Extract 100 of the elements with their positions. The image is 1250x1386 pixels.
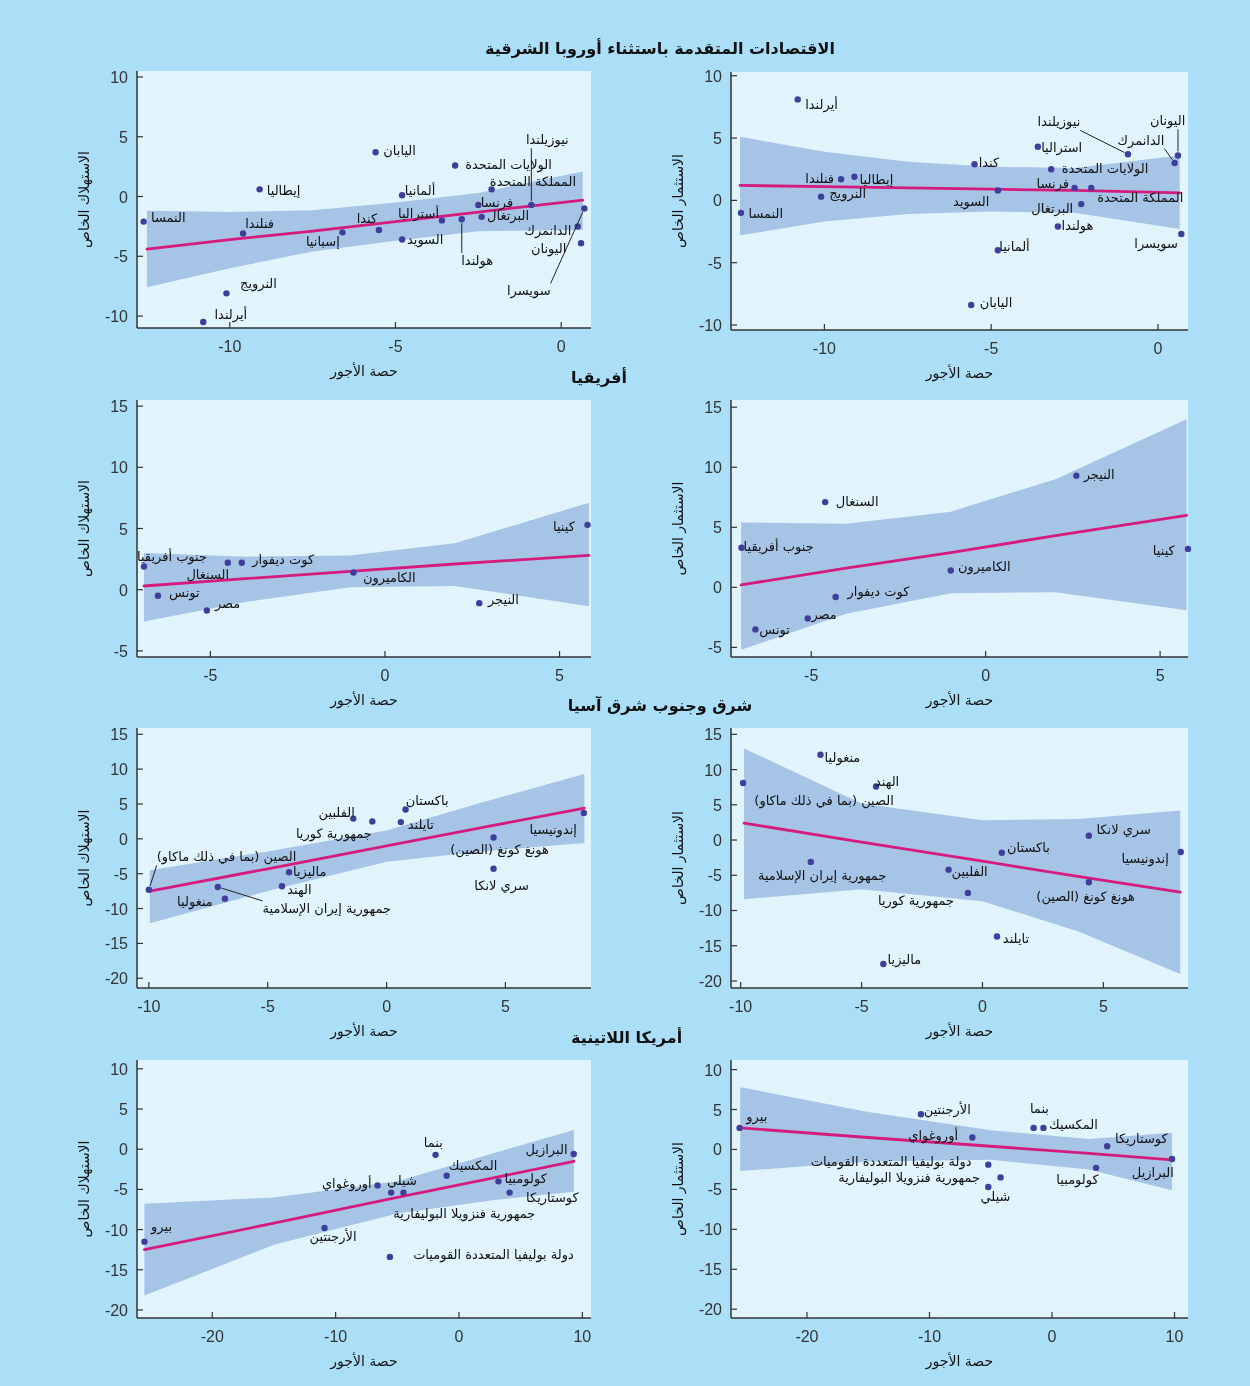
y-axis-title: الاستهلاك الخاص — [76, 150, 93, 249]
point — [945, 866, 952, 873]
y-tick-label: -5 — [707, 867, 723, 885]
point — [1085, 832, 1093, 840]
y-tick-label: 10 — [110, 1060, 129, 1078]
annotation: جمهورية إيران الإسلامية — [262, 900, 392, 917]
point — [285, 869, 293, 876]
y-tick-label: -20 — [104, 1301, 129, 1319]
point — [443, 1172, 450, 1179]
y-tick-label: -10 — [104, 1221, 129, 1239]
annotation: المكسيك — [1049, 1116, 1098, 1132]
annotation: هولندا — [461, 252, 494, 269]
point — [372, 149, 379, 156]
annotation: هونغ كونغ (الصين) — [1036, 888, 1136, 905]
annotation: جنوب أفريقيا — [743, 538, 814, 556]
point — [145, 886, 153, 893]
point — [400, 1189, 407, 1196]
y-tick-label: -5 — [113, 865, 129, 883]
x-tick-label: 5 — [555, 667, 565, 684]
annotation: فرنسا — [1036, 176, 1070, 193]
y-tick-label: 0 — [713, 579, 723, 597]
annotation: النرويج — [239, 276, 277, 293]
annotation: كندا — [356, 210, 378, 226]
point — [997, 1174, 1004, 1181]
annotation: جمهورية كوريا — [295, 826, 372, 842]
point — [506, 1189, 513, 1196]
y-tick-label: 5 — [119, 520, 129, 538]
point — [374, 1182, 381, 1189]
y-axis-title: الاستهلاك الخاص — [76, 1140, 93, 1238]
annotation: كوت ديفوار — [251, 552, 315, 569]
point — [817, 751, 824, 758]
annotation: أوروغواي — [908, 1126, 959, 1144]
point — [438, 217, 446, 224]
text: شرق وجنوب شرق آسيا — [567, 695, 753, 715]
x-tick-label: -10 — [324, 1328, 348, 1345]
x-tick-label: -5 — [984, 340, 999, 357]
annotation: النمسا — [748, 205, 784, 221]
x-axis-title: حصة الأجور — [329, 1022, 398, 1040]
y-tick-label: 0 — [119, 1141, 129, 1159]
annotation: تايلند — [1002, 930, 1030, 946]
point — [1054, 223, 1062, 230]
annotation: إندونيسيا — [529, 821, 577, 838]
y-tick-label: -15 — [698, 1261, 723, 1279]
y-tick-label: -5 — [707, 639, 723, 657]
annotation: الهند — [874, 774, 900, 791]
annotation: ماليزيا — [292, 864, 327, 881]
y-tick-label: -5 — [707, 254, 723, 272]
annotation: كولومبيا — [1056, 1171, 1100, 1188]
y-tick-label: 15 — [110, 398, 129, 416]
annotation: الأرجنتين — [923, 1101, 971, 1119]
x-tick-label: 0 — [380, 667, 390, 684]
y-tick-label: -20 — [104, 970, 129, 988]
x-axis-title: حصة الأجور — [924, 1022, 994, 1040]
y-tick-label: 0 — [119, 581, 129, 599]
point — [478, 213, 485, 221]
point — [495, 1178, 502, 1185]
point — [1177, 848, 1184, 856]
point — [1048, 166, 1055, 173]
y-tick-label: 0 — [119, 188, 129, 206]
annotation: دولة بوليفيا المتعددة القوميات — [810, 1154, 972, 1171]
y-tick-label: -10 — [104, 308, 129, 326]
annotation: النرويج — [829, 186, 867, 203]
y-tick-label: 15 — [704, 399, 723, 417]
x-axis-title: حصة الأجور — [329, 691, 398, 709]
x-tick-label: -10 — [729, 998, 753, 1015]
annotation: المكسيك — [448, 1157, 498, 1173]
point — [1034, 143, 1042, 150]
point — [278, 883, 286, 890]
x-tick-label: -10 — [917, 1328, 942, 1345]
annotation: الأرجنتين — [309, 1227, 357, 1245]
point — [577, 239, 585, 247]
y-axis-title: الاستثمار الخاص — [670, 153, 687, 249]
point — [451, 162, 459, 169]
point — [397, 818, 405, 826]
annotation: اليابان — [979, 294, 1013, 310]
point — [490, 834, 497, 841]
annotation: الولايات المتحدة — [1061, 161, 1149, 178]
y-tick-label: -5 — [113, 642, 129, 660]
point — [350, 569, 357, 576]
annotation: استراليا — [1041, 139, 1083, 156]
point — [1092, 1164, 1100, 1172]
annotation: السنغال — [186, 566, 230, 582]
annotation: تونس — [169, 584, 200, 601]
y-tick-label: -5 — [113, 248, 129, 266]
y-tick-label: 0 — [713, 832, 723, 850]
annotation: البرازيل — [1131, 1164, 1174, 1181]
annotation: سويسرا — [1134, 236, 1178, 253]
point — [221, 895, 229, 902]
annotation: اليونان — [530, 241, 567, 258]
annotation: جمهورية فنزويلا البوليفارية — [393, 1206, 536, 1223]
annotation: تونس — [759, 621, 791, 638]
y-tick-label: 10 — [110, 459, 129, 477]
point — [203, 607, 211, 614]
point — [752, 626, 759, 633]
annotation: كينيا — [1152, 543, 1176, 559]
x-tick-label: 0 — [978, 998, 988, 1015]
x-tick-label: -5 — [388, 338, 403, 355]
annotation: الكاميرون — [958, 558, 1011, 575]
point — [739, 779, 747, 787]
point — [140, 218, 147, 225]
